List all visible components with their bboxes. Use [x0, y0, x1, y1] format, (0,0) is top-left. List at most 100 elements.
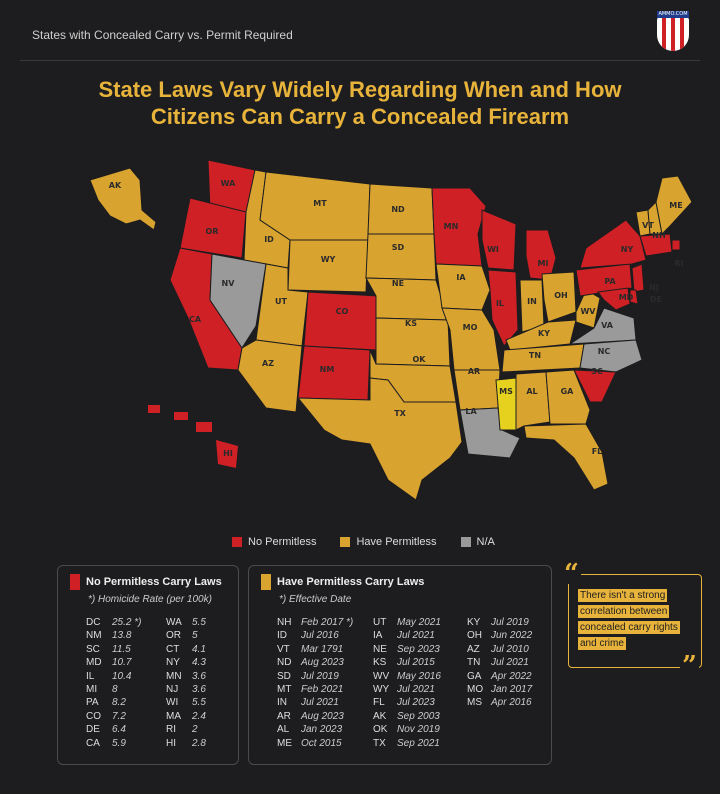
- top-bar: States with Concealed Carry vs. Permit R…: [0, 0, 720, 66]
- list-item: TX Sep 2021: [373, 737, 459, 750]
- state-value: Jun 2022: [491, 630, 533, 642]
- open-quote-icon: “: [562, 559, 581, 589]
- list-item: ID Jul 2016: [277, 629, 363, 642]
- state-code: MI: [86, 684, 98, 696]
- state-code: NH: [277, 617, 292, 628]
- legend-swatch-gray: [460, 537, 471, 547]
- gold-swatch: [261, 574, 271, 590]
- state-value: Nov 2019: [397, 724, 440, 736]
- state-label-HI: HI: [223, 449, 233, 458]
- state-label-WI: WI: [487, 245, 499, 254]
- state-label-MI: MI: [538, 259, 549, 268]
- list-item: PA 8.2: [86, 696, 164, 709]
- divider: [20, 60, 700, 61]
- close-quote-icon: ”: [680, 651, 699, 681]
- headline-line-1: State Laws Vary Widely Regarding When an…: [98, 77, 622, 102]
- map-legend: No Permitless Have Permitless N/A: [232, 535, 495, 549]
- state-code: SD: [277, 670, 291, 682]
- state-code: WY: [373, 684, 390, 696]
- list-item: NY 4.3: [166, 656, 232, 669]
- state-value: 8: [112, 684, 118, 696]
- state-value: 2.4: [192, 710, 206, 722]
- list-item: OK Nov 2019: [373, 723, 459, 736]
- list-item: DC 25.2 *): [86, 616, 164, 629]
- state-code: PA: [86, 697, 99, 709]
- list-item: NM 13.8: [86, 629, 164, 642]
- homicide-list-2: WA 5.5 OR 5 CT 4.1 NY 4.3 MN 3.6 NJ 3.6 WI 5.5 MA 2.4 RI…: [166, 616, 232, 750]
- state-label-VA: VA: [601, 321, 614, 330]
- state-label-PA: PA: [604, 277, 616, 286]
- state-label-WY: WY: [321, 255, 336, 264]
- state-code: OH: [467, 630, 482, 642]
- quote-text: There isn't a strong correlation between…: [578, 589, 680, 650]
- state-value: Jul 2019: [301, 670, 339, 682]
- state-code: KS: [373, 657, 387, 669]
- list-item: AZ Jul 2010: [467, 643, 553, 656]
- list-item: GA Apr 2022: [467, 670, 553, 683]
- legend-label-no-permitless: No Permitless: [248, 536, 317, 548]
- state-label-IA: IA: [456, 273, 466, 282]
- state-value: 7.2: [112, 710, 126, 722]
- state-code: TN: [467, 657, 481, 669]
- state-value: Apr 2022: [491, 670, 532, 682]
- state-value: Aug 2023: [301, 657, 344, 669]
- state-label-GA: GA: [561, 387, 575, 396]
- state-value: 2: [192, 724, 198, 736]
- state-label-ND: ND: [391, 205, 405, 214]
- headline: State Laws Vary Widely Regarding When an…: [0, 76, 720, 130]
- state-label-IN: IN: [527, 297, 537, 306]
- state-code: IL: [86, 670, 95, 682]
- state-label-TN: TN: [529, 351, 541, 360]
- state-label-NE: NE: [392, 279, 404, 288]
- quote-frame: [568, 574, 702, 668]
- list-item: WI 5.5: [166, 696, 232, 709]
- state-code: MO: [467, 684, 484, 696]
- have-permitless-panel: Have Permitless Carry Laws *) Effective …: [248, 565, 552, 765]
- legend-swatch-gold: [340, 537, 351, 547]
- list-item: TN Jul 2021: [467, 656, 553, 669]
- state-code: AL: [277, 724, 290, 736]
- state-value: 10.7: [112, 657, 132, 669]
- state-label-MO: MO: [463, 323, 478, 332]
- have-permitless-subtitle: *) Effective Date: [279, 594, 352, 605]
- state-code: IN: [277, 697, 287, 709]
- state-value: May 2016: [397, 670, 441, 682]
- state-value: 8.2: [112, 697, 126, 709]
- list-item: KS Jul 2015: [373, 656, 459, 669]
- state-code: OR: [166, 630, 181, 642]
- state-value: 25.2 *): [112, 617, 142, 628]
- state-code: ID: [277, 630, 287, 642]
- list-item: NJ 3.6: [166, 683, 232, 696]
- state-code: HI: [166, 737, 176, 749]
- state-value: May 2021: [397, 617, 441, 628]
- state-code: NM: [86, 630, 102, 642]
- list-item: IA Jul 2021: [373, 629, 459, 642]
- list-item: MS Apr 2016: [467, 696, 553, 709]
- effective-date-list-2: UT May 2021 IA Jul 2021 NE Sep 2023 KS Jul 2015…: [373, 616, 459, 750]
- state-label-NV: NV: [222, 279, 236, 288]
- legend-label-na: N/A: [476, 536, 495, 548]
- state-value: Jul 2023: [397, 697, 435, 709]
- state-label-AR: AR: [468, 367, 480, 376]
- state-code: CT: [166, 643, 180, 655]
- state-value: Jul 2021: [491, 657, 529, 669]
- state-label-SD: SD: [392, 243, 405, 252]
- list-item: IL 10.4: [86, 670, 164, 683]
- state-label-RI: RI: [674, 259, 683, 268]
- state-code: DE: [86, 724, 100, 736]
- state-label-NJ: NJ: [649, 283, 659, 292]
- state-value: 11.5: [112, 643, 131, 655]
- state-code: OK: [373, 724, 388, 736]
- state-label-AL: AL: [526, 387, 537, 396]
- state-label-OK: OK: [413, 355, 427, 364]
- state-value: Oct 2015: [301, 737, 342, 749]
- list-item: IN Jul 2021: [277, 696, 363, 709]
- state-value: 5.9: [112, 737, 126, 749]
- state-value: Jul 2010: [491, 643, 529, 655]
- list-item: ND Aug 2023: [277, 656, 363, 669]
- list-item: MD 10.7: [86, 656, 164, 669]
- state-value: Jul 2019: [491, 617, 529, 628]
- pull-quote: “ ” There isn't a strong correlation bet…: [562, 561, 706, 679]
- list-item: SC 11.5: [86, 643, 164, 656]
- state-label-CO: CO: [336, 307, 349, 316]
